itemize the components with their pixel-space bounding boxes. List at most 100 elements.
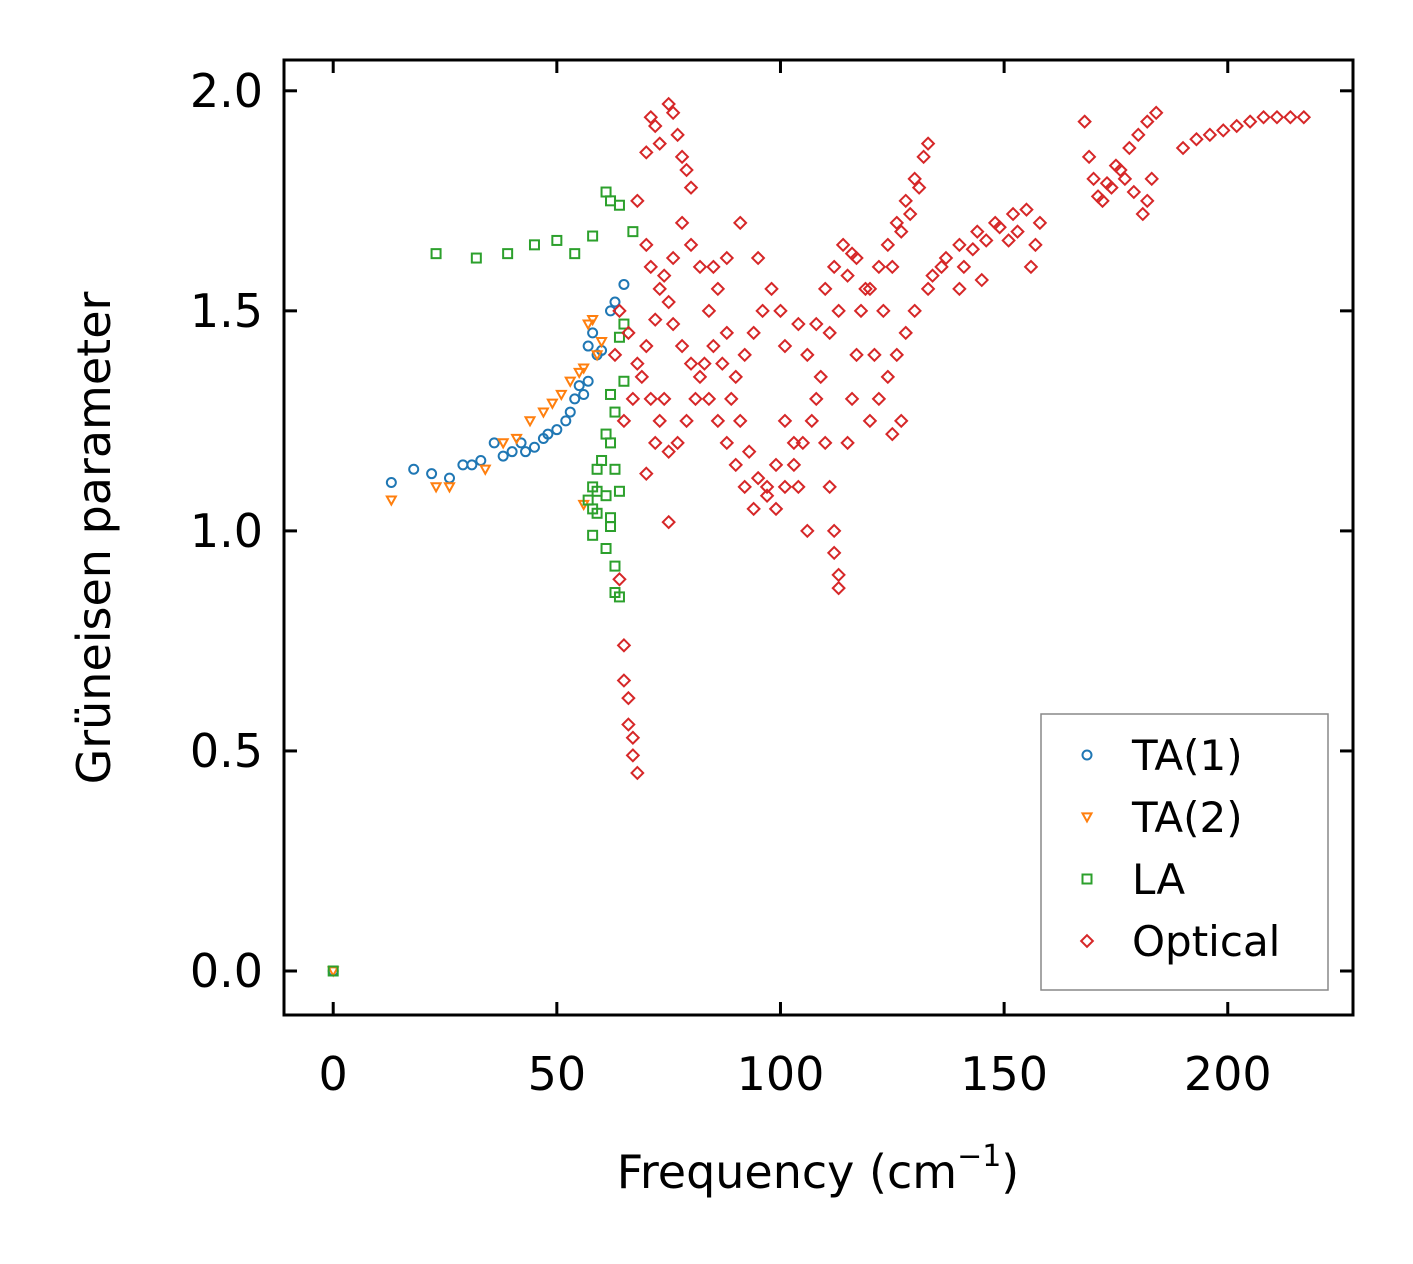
data-point xyxy=(639,237,654,253)
data-point xyxy=(674,149,690,165)
data-point xyxy=(605,195,617,207)
data-point xyxy=(826,523,842,539)
x-tick-label: 100 xyxy=(737,1047,825,1101)
data-point xyxy=(634,369,650,385)
data-point xyxy=(1135,206,1151,222)
data-point xyxy=(613,199,625,211)
data-point xyxy=(1126,184,1142,200)
data-point xyxy=(956,259,972,275)
data-point xyxy=(724,391,739,407)
data-point xyxy=(750,250,766,266)
data-point xyxy=(573,367,586,380)
data-point xyxy=(978,233,994,248)
data-point xyxy=(777,338,793,354)
data-point xyxy=(992,219,1007,235)
data-point xyxy=(804,413,820,429)
axis-ticks: 0 50 100 150 200 0.0 0.5 1.0 1.5 2.0 xyxy=(190,60,1353,1101)
data-point xyxy=(385,476,397,488)
data-point xyxy=(1256,109,1271,125)
data-point xyxy=(759,479,775,495)
data-point xyxy=(609,560,621,572)
data-point xyxy=(1086,171,1101,187)
data-point xyxy=(625,730,641,746)
data-point xyxy=(616,413,632,429)
data-point xyxy=(551,234,563,246)
data-point xyxy=(808,391,824,407)
data-point xyxy=(898,193,913,209)
data-point xyxy=(920,281,936,297)
data-point xyxy=(385,495,398,507)
data-point xyxy=(488,437,500,449)
data-point xyxy=(706,259,721,275)
data-point xyxy=(920,136,936,151)
data-point xyxy=(578,388,590,400)
data-point xyxy=(661,96,676,112)
data-point xyxy=(728,369,744,385)
data-point xyxy=(569,393,581,405)
data-point xyxy=(652,136,667,151)
data-point xyxy=(750,470,766,486)
legend-marker xyxy=(1081,749,1093,761)
data-point xyxy=(546,398,559,410)
data-point xyxy=(443,472,455,484)
x-tick-label: 150 xyxy=(960,1047,1048,1101)
data-point xyxy=(710,413,726,429)
data-point xyxy=(656,268,672,283)
data-point xyxy=(639,466,654,481)
data-point xyxy=(732,413,748,429)
data-point xyxy=(609,296,621,308)
data-point xyxy=(643,391,659,407)
data-point xyxy=(844,391,860,407)
data-point xyxy=(587,529,599,541)
data-point xyxy=(1202,127,1218,143)
data-point xyxy=(1122,140,1137,156)
data-point xyxy=(1001,233,1016,248)
data-point xyxy=(732,215,748,231)
data-point xyxy=(1283,109,1298,125)
y-tick-label: 1.5 xyxy=(190,284,263,338)
data-point xyxy=(952,281,967,297)
data-point xyxy=(831,303,846,319)
data-point xyxy=(656,391,672,407)
data-point xyxy=(853,303,869,319)
data-point xyxy=(609,406,621,418)
data-point xyxy=(618,278,630,290)
data-point xyxy=(893,224,909,239)
data-point xyxy=(1131,127,1146,143)
data-point xyxy=(902,206,918,222)
data-point xyxy=(862,413,878,429)
data-point xyxy=(577,363,590,375)
data-point xyxy=(618,375,630,387)
data-point xyxy=(652,281,667,297)
legend-label: Optical xyxy=(1132,917,1280,966)
data-point xyxy=(840,435,855,451)
data-point xyxy=(1077,114,1092,129)
data-point xyxy=(1189,131,1204,147)
data-point xyxy=(800,347,815,363)
data-point xyxy=(876,303,891,319)
data-point xyxy=(889,215,905,231)
data-point xyxy=(706,338,721,354)
series-ta-1 xyxy=(327,278,630,977)
data-point xyxy=(612,303,627,319)
data-point xyxy=(595,337,608,349)
data-point xyxy=(880,369,896,385)
data-point xyxy=(688,391,703,407)
data-point xyxy=(741,444,757,459)
data-point xyxy=(1148,105,1164,121)
data-point xyxy=(849,250,864,266)
data-point xyxy=(764,281,779,297)
y-tick-label: 2.0 xyxy=(190,64,263,118)
data-point xyxy=(1117,171,1133,187)
data-point xyxy=(795,435,811,451)
data-point xyxy=(605,512,617,524)
data-point xyxy=(974,272,990,288)
x-axis-label-superscript: −1 xyxy=(957,1139,1001,1174)
data-point xyxy=(813,369,829,385)
data-point xyxy=(670,435,685,451)
data-point xyxy=(665,250,681,266)
legend-entry: LA xyxy=(1081,855,1185,904)
data-point xyxy=(755,303,770,319)
data-point xyxy=(1139,114,1155,129)
data-point xyxy=(581,319,595,331)
